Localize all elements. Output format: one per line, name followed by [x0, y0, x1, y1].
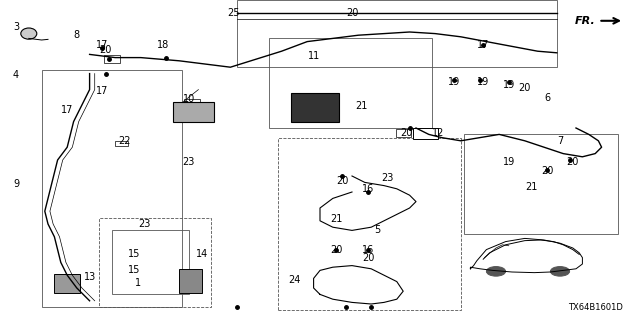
- Bar: [184, 99, 200, 106]
- Bar: [396, 129, 411, 137]
- Text: 23: 23: [138, 219, 150, 229]
- Text: 20: 20: [346, 8, 358, 18]
- Text: 5: 5: [374, 225, 381, 236]
- Text: 24: 24: [288, 275, 301, 285]
- Bar: [269, 38, 432, 128]
- Bar: [42, 70, 182, 307]
- Bar: [54, 274, 80, 293]
- Text: TX64B1601D: TX64B1601D: [568, 303, 623, 312]
- Bar: [99, 218, 211, 307]
- Text: FR.: FR.: [575, 16, 595, 26]
- Text: 17: 17: [477, 40, 490, 50]
- Bar: [278, 138, 461, 310]
- Text: 23: 23: [381, 172, 394, 183]
- Text: 21: 21: [330, 214, 342, 224]
- Text: 9: 9: [13, 179, 19, 189]
- Bar: [179, 269, 202, 293]
- Bar: [464, 134, 618, 234]
- Text: 18: 18: [157, 40, 170, 50]
- Text: 8: 8: [74, 30, 80, 40]
- Text: 20: 20: [566, 156, 579, 167]
- Text: 21: 21: [355, 100, 368, 111]
- Ellipse shape: [20, 28, 36, 39]
- Text: 15: 15: [128, 249, 141, 260]
- Text: 10: 10: [182, 94, 195, 104]
- Text: 17: 17: [96, 86, 109, 96]
- Text: 22: 22: [118, 136, 131, 146]
- Text: 3: 3: [13, 22, 19, 32]
- Text: 19: 19: [502, 80, 515, 90]
- Text: 20: 20: [330, 244, 342, 255]
- Bar: [112, 230, 189, 294]
- Text: 12: 12: [432, 128, 445, 138]
- Text: 20: 20: [541, 166, 554, 176]
- Text: 6: 6: [544, 92, 550, 103]
- Text: 16: 16: [362, 244, 374, 255]
- Bar: [413, 128, 438, 139]
- Text: 20: 20: [518, 83, 531, 93]
- Circle shape: [486, 267, 506, 276]
- Text: 4: 4: [13, 70, 19, 80]
- Text: 20: 20: [336, 176, 349, 186]
- Text: 20: 20: [99, 44, 112, 55]
- Text: 1: 1: [134, 278, 141, 288]
- Text: 17: 17: [96, 40, 109, 50]
- Bar: [173, 102, 214, 122]
- Text: 19: 19: [477, 76, 490, 87]
- Polygon shape: [470, 238, 582, 273]
- Text: 25: 25: [227, 8, 240, 18]
- Text: 23: 23: [182, 156, 195, 167]
- Text: 15: 15: [128, 265, 141, 276]
- Text: 13: 13: [83, 272, 96, 282]
- Text: 20: 20: [400, 128, 413, 138]
- Text: 19: 19: [502, 156, 515, 167]
- Bar: [104, 55, 120, 63]
- Text: 21: 21: [525, 182, 538, 192]
- Text: 19: 19: [448, 76, 461, 87]
- Bar: [237, 0, 557, 67]
- Bar: [115, 141, 128, 146]
- Text: 16: 16: [362, 184, 374, 194]
- Text: 7: 7: [557, 136, 563, 146]
- Circle shape: [550, 267, 570, 276]
- Text: 11: 11: [307, 51, 320, 61]
- Text: 17: 17: [61, 105, 74, 116]
- Text: 20: 20: [362, 252, 374, 263]
- Bar: [291, 93, 339, 122]
- Text: 14: 14: [195, 249, 208, 260]
